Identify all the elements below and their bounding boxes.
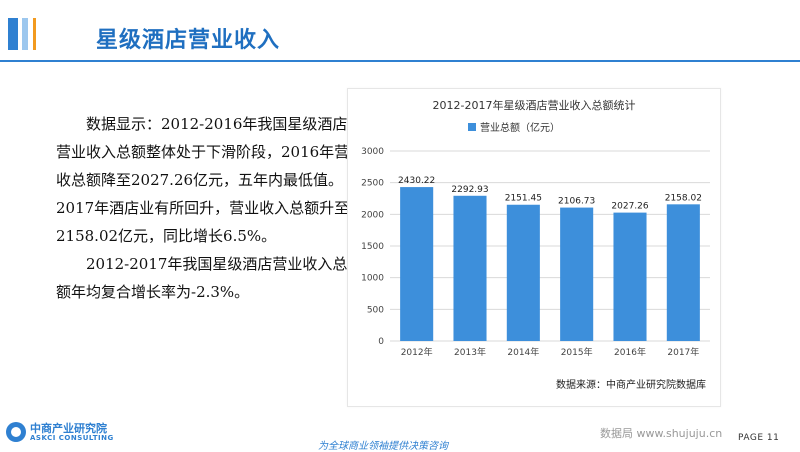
footer-watermark: 数据局 www.shujuju.cn <box>600 427 723 440</box>
x-tick-label: 2012年 <box>401 346 433 358</box>
title-accent-block-orange <box>33 18 36 50</box>
data-label: 2151.45 <box>505 194 542 204</box>
company-logo: 中商产业研究院 ASKCI CONSULTING <box>4 417 154 447</box>
data-label: 2158.02 <box>665 193 702 203</box>
title-divider <box>0 60 800 62</box>
y-tick-label: 2500 <box>361 179 384 189</box>
body-paragraph-2: 2012-2017年我国星级酒店营业收入总额年均复合增长率为-2.3%。 <box>56 255 348 301</box>
chart-container: 2012-2017年星级酒店营业收入总额统计营业总额（亿元） 0 500 1000 15… <box>347 88 721 407</box>
bar <box>453 195 487 341</box>
data-label: 2106.73 <box>558 197 595 207</box>
bar <box>560 207 594 341</box>
page-title: 星级酒店营业收入 <box>96 28 281 53</box>
footer-slogan: 为全球商业领袖提供决策咨询 <box>318 441 448 452</box>
data-label: 2292.93 <box>451 185 488 195</box>
x-tick-label: 2016年 <box>614 346 646 358</box>
y-tick-label: 2000 <box>361 210 384 220</box>
y-tick-label: 0 <box>378 337 384 347</box>
logo-name-en: ASKCI CONSULTING <box>30 434 114 442</box>
y-tick-label: 1000 <box>361 274 384 284</box>
legend-label: 营业总额（亿元） <box>480 121 560 134</box>
chart-title: 2012-2017年星级酒店营业收入总额统计 <box>433 98 636 112</box>
x-tick-label: 2015年 <box>561 346 593 358</box>
bar <box>506 204 540 341</box>
x-tick-label: 2014年 <box>507 346 539 358</box>
body-text: 数据显示：2012-2016年我国星级酒店营业收入总额整体处于下滑阶段，2016… <box>56 110 356 306</box>
chart-source: 数据来源：中商产业研究院数据库 <box>556 380 706 391</box>
bar <box>613 212 647 341</box>
y-tick-label: 3000 <box>361 147 384 157</box>
y-tick-label: 500 <box>367 305 384 315</box>
y-tick-label: 1500 <box>361 242 384 252</box>
legend-swatch <box>468 123 476 131</box>
x-tick-label: 2013年 <box>454 346 486 358</box>
page-number: PAGE 11 <box>738 433 780 443</box>
title-accent-block <box>8 18 18 50</box>
logo-icon <box>6 422 26 442</box>
x-tick-label: 2017年 <box>667 346 699 358</box>
title-bar: 星级酒店营业收入 <box>0 10 800 56</box>
bar <box>400 187 434 341</box>
logo-name-cn: 中商产业研究院 <box>30 422 107 435</box>
title-accent-block-light <box>22 18 28 50</box>
body-paragraph-1: 数据显示：2012-2016年我国星级酒店营业收入总额整体处于下滑阶段，2016… <box>56 115 350 245</box>
data-label: 2027.26 <box>611 202 648 212</box>
bar <box>666 204 700 341</box>
data-label: 2430.22 <box>398 176 435 186</box>
